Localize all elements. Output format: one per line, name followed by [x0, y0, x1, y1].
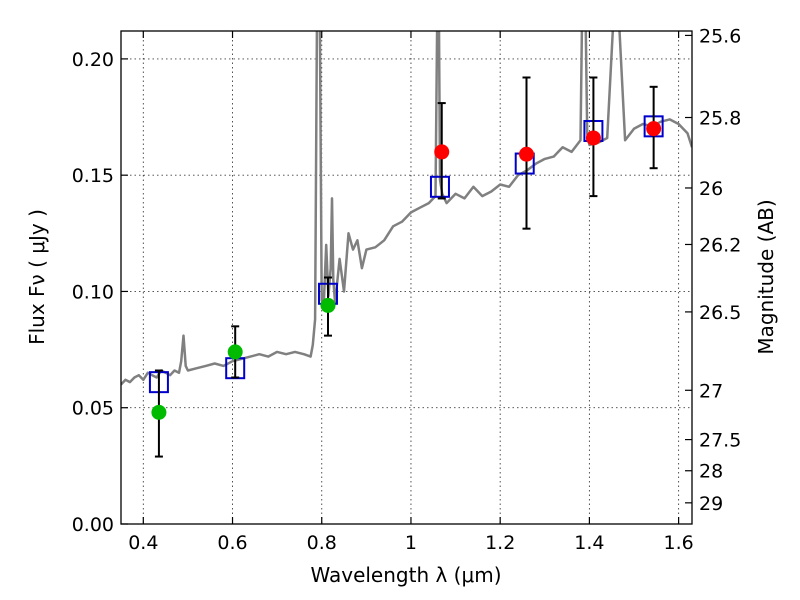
- photometry-layer: [148, 76, 664, 458]
- data-point: [434, 144, 450, 160]
- x-tick-label: 1.2: [485, 532, 515, 554]
- x-axis-label: Wavelength λ (μm): [310, 563, 501, 587]
- y-tick-label: 0.10: [72, 281, 114, 303]
- right-tick-label: 28: [699, 461, 723, 483]
- right-tick-label: 26: [699, 178, 723, 200]
- data-point: [646, 121, 662, 137]
- y-tick-label: 0.15: [72, 165, 114, 187]
- spectrum-line: [121, 31, 692, 386]
- right-tick-label: 27: [699, 380, 723, 402]
- x-tick-label: 0.8: [307, 532, 337, 554]
- x-tick-label: 1.6: [664, 532, 694, 554]
- x-tick-label: 1: [405, 532, 417, 554]
- template-spectrum-layer: [121, 31, 692, 386]
- right-tick-label: 25.6: [699, 25, 741, 47]
- data-point: [585, 130, 601, 146]
- axes: 0.4 0.6 0.8 1 1.2 1.4 1.6 0.00 0.05 0.10 0.15 0.20 2…: [72, 25, 742, 554]
- right-tick-label: 27.5: [699, 430, 741, 452]
- x-tick-label: 1.4: [574, 532, 604, 554]
- data-point: [151, 404, 167, 420]
- x-tick-label: 0.6: [217, 532, 247, 554]
- right-tick-label: 25.8: [699, 108, 741, 130]
- data-point: [227, 344, 243, 360]
- right-tick-label: 26.2: [699, 234, 741, 256]
- y-tick-label: 0.20: [72, 49, 114, 71]
- grid: [121, 31, 692, 525]
- x-tick-label: 0.4: [128, 532, 158, 554]
- right-tick-label: 26.5: [699, 302, 741, 324]
- right-axis-label: Magnitude (AB): [754, 199, 778, 354]
- model-point: [429, 175, 450, 198]
- data-point: [320, 297, 336, 313]
- y-axis-label: Flux Fν ( μJy ): [25, 209, 49, 345]
- y-tick-label: 0.05: [72, 398, 114, 420]
- y-tick-label: 0.00: [72, 514, 114, 536]
- data-point: [518, 146, 534, 162]
- plot-frame: [120, 30, 693, 525]
- right-tick-label: 29: [699, 493, 723, 515]
